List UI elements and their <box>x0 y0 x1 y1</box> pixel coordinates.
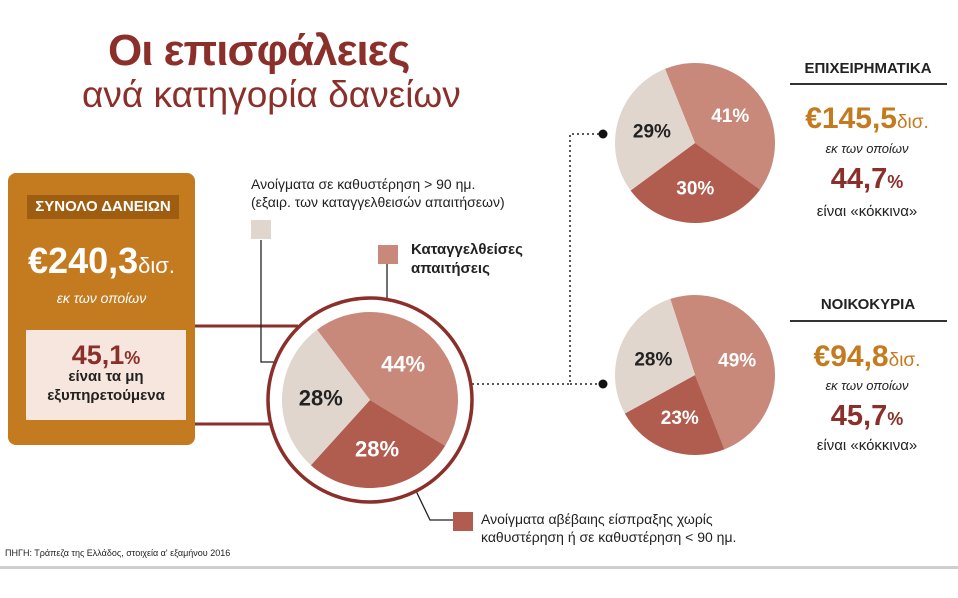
pie-business: 41% 30% 29% <box>615 63 775 223</box>
households-title: ΝΟΙΚΟΚΥΡΙΑ <box>820 296 916 313</box>
business-sub: εκ των οποίων <box>825 141 909 156</box>
main-pie-slice <box>317 311 458 446</box>
total-loans-sub: εκ των οποίων <box>56 290 147 306</box>
npl-text-line2: εξυπηρετούμενα <box>47 387 165 404</box>
business-pie-slice-label: 30% <box>676 179 714 200</box>
npl-value-number: 45,1 <box>71 340 125 370</box>
households-pie-slice <box>670 294 776 450</box>
business-value-number: €145,5 <box>805 102 897 135</box>
footer-divider <box>0 566 958 569</box>
legend-grey-swatch <box>251 220 271 239</box>
households-pie-slice <box>624 375 725 455</box>
npl-text-line1: είναι τα μη <box>68 368 144 385</box>
main-pie-slice-label: 28% <box>299 386 343 411</box>
business-value-unit: δισ. <box>896 112 929 133</box>
business-pie-slice <box>630 143 761 223</box>
page-subtitle: ανά κατηγορία δανείων <box>82 74 461 115</box>
legend-red-swatch <box>453 512 473 531</box>
business-pie-slice-label: 29% <box>633 122 671 143</box>
households-rule <box>790 320 947 322</box>
households-value: €94,8δισ. <box>782 340 952 374</box>
legend-grey-line1: Ανοίγματα σε καθυστέρηση > 90 ημ. <box>251 176 476 192</box>
households-value-unit: δισ. <box>888 350 921 371</box>
main-pie-slice <box>282 329 370 466</box>
total-value-number: €240,3 <box>28 240 139 281</box>
npl-text: είναι τα μη εξυπηρετούμενα <box>26 367 186 405</box>
npl-value: 45,1% <box>26 340 186 371</box>
legend-red-label: Ανοίγματα αβέβαιης είσπραξης χωρίς καθυσ… <box>481 510 736 546</box>
business-pie-slice <box>665 63 775 190</box>
households-sub: εκ των οποίων <box>825 378 909 393</box>
npl-value-pct: % <box>124 348 141 368</box>
main-pie-slice <box>310 400 446 489</box>
legend-pink-line2: απαιτήσεις <box>411 260 490 277</box>
business-pie-slice <box>615 68 695 191</box>
households-pie-slice-label: 28% <box>634 349 672 370</box>
business-red-value: 44,7% <box>782 163 952 196</box>
legend-grey-line2: (εξαιρ. των καταγγελθεισών απαιτήσεων) <box>251 194 505 210</box>
households-red-value: 45,7% <box>782 400 952 433</box>
business-rule <box>790 83 947 85</box>
households-red-text: είναι «κόκκινα» <box>816 437 918 454</box>
business-title: ΕΠΙΧΕΙΡΗΜΑΤΙΚΑ <box>804 60 932 77</box>
page-title: Οι επισφάλειες <box>108 26 410 75</box>
legend-pink-line1: Καταγγελθείσες <box>411 241 523 258</box>
total-loans-value: €240,3δισ. <box>8 240 195 282</box>
connector-dot <box>598 379 608 389</box>
business-pie-slice-label: 41% <box>711 106 749 127</box>
legend-grey-label: Ανοίγματα σε καθυστέρηση > 90 ημ. (εξαιρ… <box>251 175 505 211</box>
main-pie-slice-label: 28% <box>355 437 399 462</box>
connector-dot <box>598 129 608 139</box>
households-pie-slice-label: 23% <box>661 408 699 429</box>
total-value-unit: δισ. <box>138 253 175 278</box>
legend-red-line1: Ανοίγματα αβέβαιης είσπραξης χωρίς <box>481 511 713 527</box>
total-loans-label: ΣΥΝΟΛΟ ΔΑΝΕΙΩΝ <box>27 195 179 219</box>
legend-red-line2: καθυστέρηση ή σε καθυστέρηση < 90 ημ. <box>481 529 737 545</box>
pie-main: 44% 28% 28% <box>282 311 458 489</box>
business-value: €145,5δισ. <box>782 102 952 136</box>
households-red-number: 45,7 <box>830 400 888 432</box>
households-pie-slice <box>615 298 695 414</box>
npl-box <box>26 330 186 420</box>
households-red-pct: % <box>887 409 904 429</box>
main-pie-slice-label: 44% <box>381 351 425 376</box>
households-pie-slice-label: 49% <box>718 351 756 372</box>
pie-households: 49% 23% 28% <box>615 294 776 455</box>
business-red-text: είναι «κόκκινα» <box>816 203 918 220</box>
business-red-number: 44,7 <box>830 163 888 195</box>
business-red-pct: % <box>887 172 904 192</box>
source-note: ΠΗΓΗ: Τράπεζα της Ελλάδος, στοιχεία α' ε… <box>5 548 231 558</box>
households-value-number: €94,8 <box>813 340 889 373</box>
legend-pink-label: Καταγγελθείσες απαιτήσεις <box>411 240 523 278</box>
legend-pink-swatch <box>378 245 398 264</box>
